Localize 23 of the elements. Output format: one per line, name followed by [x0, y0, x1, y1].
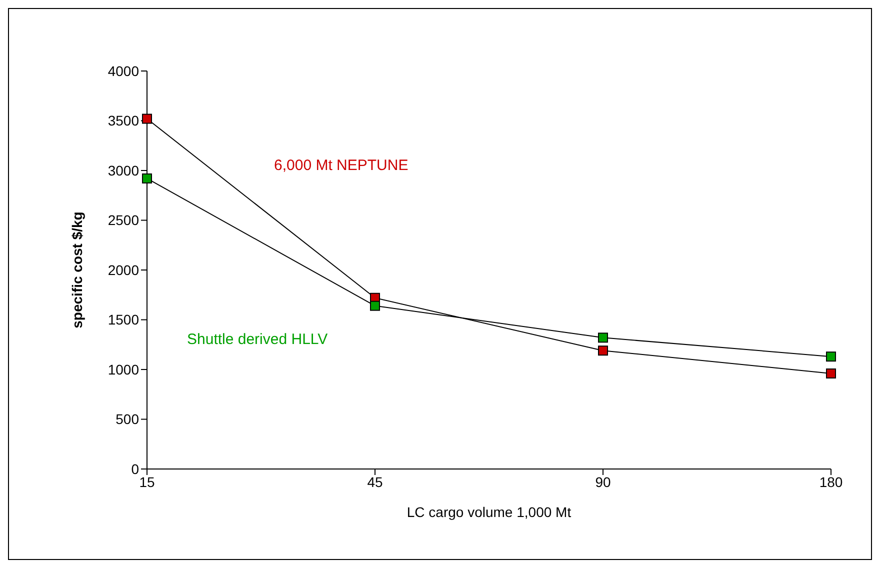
y-tick-label: 1500: [108, 312, 140, 328]
y-tick-label: 500: [116, 411, 140, 428]
point: [370, 300, 380, 311]
y-tick-label: 2500: [108, 212, 140, 228]
text: 6,000 Mt NEPTUNE: [274, 157, 408, 174]
x-tick-label: 15: [139, 474, 155, 490]
y-tick-label: 3000: [108, 162, 140, 178]
y-tick-label: 0: [131, 460, 140, 477]
x-tick-label: 90: [595, 474, 611, 490]
point: [826, 352, 836, 362]
point: [598, 346, 608, 356]
y-tick-label: 1000: [108, 361, 140, 378]
y-tick-label: 3500: [108, 112, 140, 129]
y-tick-label: 2000: [108, 262, 140, 278]
x-axis-title: LC cargo volume 1,000 Mt: [406, 504, 572, 520]
y-tick-label: 4000: [108, 62, 140, 79]
x-tick-label: 180: [819, 474, 843, 490]
point: [598, 332, 608, 343]
x-tick-label: 45: [367, 474, 383, 490]
text: Shuttle derived HLLV: [187, 331, 328, 348]
point: [142, 173, 152, 184]
y-axis-title: specific cost $/kg: [68, 212, 85, 328]
point: [826, 368, 836, 378]
